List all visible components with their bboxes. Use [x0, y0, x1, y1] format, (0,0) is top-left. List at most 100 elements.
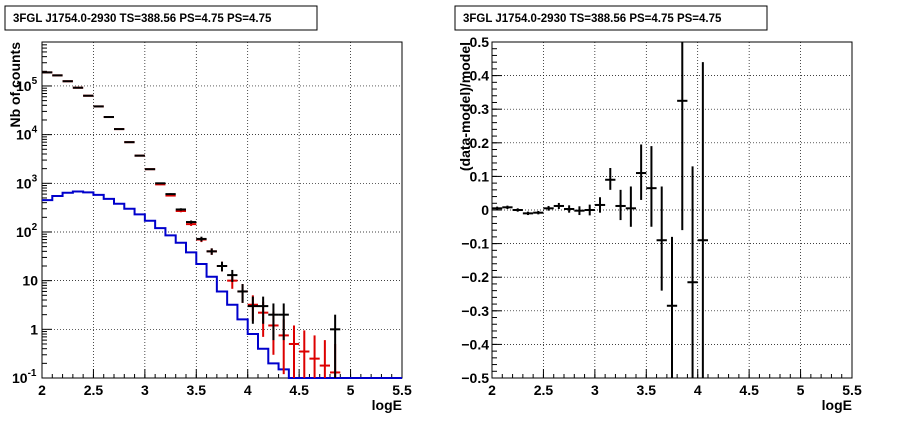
data-point [206, 248, 217, 255]
residual-x-tick-label: 2.5 [534, 382, 554, 398]
counts-x-tick-label: 2 [38, 382, 46, 398]
residual-point [625, 186, 636, 227]
model-point [288, 325, 300, 378]
model-series [42, 71, 341, 378]
residual-y-tick-label: −0.3 [461, 303, 489, 319]
model-point [319, 340, 330, 378]
residual-x-ticks: 2 2.5 3 3.5 4 4.5 5 5.5 [488, 369, 862, 398]
residual-y-ticks: 0.5 0.4 0.3 0.2 0.1 0 −0.1 −0.2 −0.3 −0.4 −0.5 [461, 34, 502, 386]
residual-point [512, 208, 523, 212]
residual-x-tick-label: 2 [488, 382, 496, 398]
counts-title-box [4, 5, 318, 31]
residual-series [492, 42, 708, 378]
residual-point [666, 236, 678, 378]
data-point [114, 128, 125, 131]
data-point [196, 236, 207, 242]
counts-y-tick-label: 104 [16, 125, 38, 143]
residual-y-tick-label: 0.3 [470, 101, 490, 117]
residual-x-tick-label: 3.5 [637, 382, 657, 398]
residual-point [584, 204, 595, 216]
counts-title: 3FGL J1754.0-2930 TS=388.56 PS=4.75 PS=4… [13, 13, 272, 25]
residual-x-tick-label: 5.5 [842, 382, 862, 398]
residual-x-tick-label: 4 [694, 382, 702, 398]
data-point [155, 182, 166, 185]
residual-point [594, 197, 606, 213]
residual-y-axis-label: (data-model)/model [457, 42, 473, 171]
data-point [175, 208, 186, 211]
residual-point [543, 205, 554, 211]
residual-point [646, 146, 657, 227]
data-point [227, 269, 238, 282]
counts-x-tick-label: 2.5 [84, 382, 104, 398]
data-series [42, 71, 341, 378]
data-point [258, 296, 269, 324]
counts-y-ticks: 10-1 1 10 102 103 104 105 [12, 41, 52, 386]
data-point [216, 261, 228, 272]
residual-point [605, 168, 616, 190]
residual-point [492, 206, 503, 210]
residual-title: 3FGL J1754.0-2930 TS=388.56 PS=4.75 PS=4… [463, 13, 722, 25]
counts-x-tick-label: 5.5 [392, 382, 412, 398]
counts-x-tick-label: 3 [141, 382, 149, 398]
counts-y-tick-label: 102 [16, 222, 38, 240]
counts-x-axis-label: logE [372, 397, 402, 413]
residual-x-tick-label: 5 [797, 382, 805, 398]
residual-y-tick-label: 0.4 [470, 68, 490, 84]
residual-y-tick-label: −0.5 [461, 370, 489, 386]
counts-grid [42, 42, 402, 378]
data-point [124, 141, 135, 144]
residual-y-tick-label: 0.5 [470, 34, 490, 50]
counts-frame [41, 41, 403, 379]
residual-point [636, 144, 647, 200]
counts-y-tick-label: 1 [30, 321, 38, 337]
residual-y-tick-label: −0.4 [461, 336, 489, 352]
residual-y-tick-label: 0.2 [470, 135, 490, 151]
data-point [134, 154, 145, 157]
residual-point [533, 211, 544, 215]
residual-point [687, 166, 698, 378]
data-point [103, 116, 114, 119]
counts-x-tick-label: 4 [244, 382, 252, 398]
counts-y-tick-label: 10 [22, 273, 38, 289]
residual-point [564, 205, 575, 213]
residual-point [553, 202, 564, 209]
residual-point [677, 42, 688, 231]
counts-x-tick-label: 3.5 [187, 382, 207, 398]
residual-title-box [454, 5, 768, 31]
residual-x-tick-label: 4.5 [739, 382, 759, 398]
data-point [186, 220, 197, 224]
residual-y-tick-label: 0.1 [470, 168, 490, 184]
data-point [278, 303, 289, 341]
data-point [330, 314, 341, 378]
data-point [144, 168, 156, 171]
residual-panel: 3FGL J1754.0-2930 TS=388.56 PS=4.75 PS=4… [454, 5, 862, 413]
component-step-line [42, 190, 402, 379]
residual-point [697, 62, 708, 378]
residual-point [615, 189, 626, 221]
residual-point [502, 205, 513, 209]
data-point [237, 284, 248, 303]
residual-x-axis-label: logE [822, 397, 852, 413]
data-point [165, 193, 176, 196]
residual-y-tick-label: −0.2 [461, 269, 489, 285]
counts-panel: 3FGL J1754.0-2930 TS=388.56 PS=4.75 PS=4… [4, 5, 412, 413]
data-point [268, 303, 279, 341]
residual-point [522, 211, 534, 216]
counts-x-ticks: 2 2.5 3 3.5 4 4.5 5 5.5 [38, 369, 412, 398]
residual-x-tick-label: 3 [591, 382, 599, 398]
counts-y-tick-label: 103 [16, 173, 38, 191]
data-point [247, 296, 258, 324]
component-histogram [42, 190, 402, 379]
counts-y-tick-label: 10-1 [12, 368, 37, 386]
counts-x-tick-label: 4.5 [289, 382, 309, 398]
residual-y-tick-label: 0 [481, 202, 489, 218]
model-point [309, 335, 320, 378]
residual-y-tick-label: −0.1 [461, 236, 489, 252]
counts-y-axis-label: Nb of counts [7, 42, 23, 128]
counts-y-tick-label: 105 [16, 76, 38, 94]
counts-x-tick-label: 5 [347, 382, 355, 398]
residual-point [574, 206, 585, 216]
model-point [299, 330, 310, 378]
